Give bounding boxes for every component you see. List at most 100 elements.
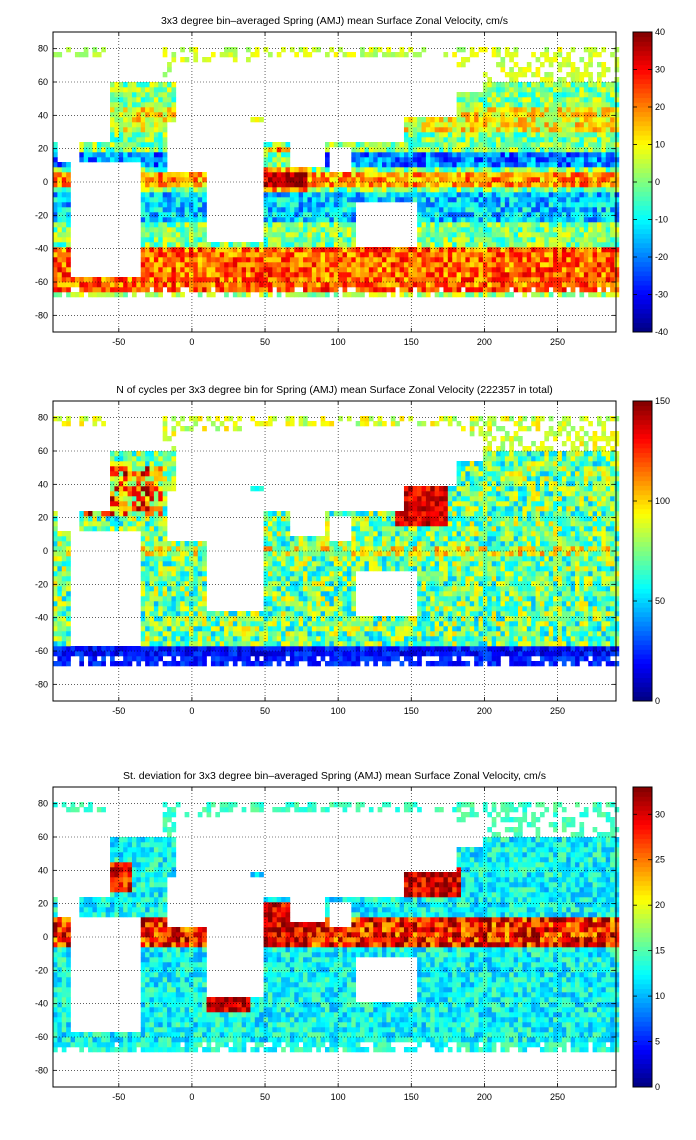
heatmap-cell bbox=[254, 242, 260, 248]
heatmap-cell bbox=[544, 142, 550, 148]
heatmap-cell bbox=[88, 651, 93, 657]
heatmap-cell bbox=[465, 182, 471, 188]
heatmap-cell bbox=[351, 282, 357, 288]
heatmap-cell bbox=[447, 157, 453, 163]
heatmap-cell bbox=[193, 272, 199, 278]
heatmap-cell bbox=[447, 247, 453, 253]
heatmap-cell bbox=[544, 287, 550, 293]
heatmap-cell bbox=[447, 282, 453, 288]
heatmap-cell bbox=[539, 52, 545, 58]
heatmap-cell bbox=[114, 112, 120, 118]
heatmap-cell bbox=[500, 247, 506, 253]
heatmap-cell bbox=[395, 192, 400, 198]
heatmap-cell bbox=[167, 247, 172, 253]
heatmap-cell bbox=[456, 252, 462, 258]
heatmap-cell bbox=[360, 167, 365, 173]
heatmap-cell bbox=[162, 197, 168, 203]
heatmap-cell bbox=[522, 292, 528, 298]
heatmap-cell bbox=[162, 117, 168, 123]
heatmap-cell bbox=[614, 112, 620, 118]
heatmap-cell bbox=[180, 571, 185, 577]
heatmap-cell bbox=[167, 636, 172, 642]
heatmap-cell bbox=[311, 212, 317, 218]
heatmap-cell bbox=[131, 506, 137, 512]
heatmap-cell bbox=[531, 97, 536, 103]
heatmap-cell bbox=[364, 247, 370, 253]
heatmap-cell bbox=[197, 282, 203, 288]
heatmap-cell bbox=[83, 651, 89, 657]
heatmap-cell bbox=[601, 287, 607, 293]
heatmap-cell bbox=[575, 267, 580, 273]
heatmap-cell bbox=[452, 227, 457, 233]
heatmap-cell bbox=[395, 147, 400, 153]
heatmap-cell bbox=[189, 192, 194, 198]
heatmap-cell bbox=[399, 192, 405, 198]
heatmap-cell bbox=[412, 117, 418, 123]
heatmap-cell bbox=[329, 287, 335, 293]
heatmap-cell bbox=[303, 242, 308, 248]
heatmap-cell bbox=[66, 227, 71, 233]
heatmap-cell bbox=[202, 636, 207, 642]
heatmap-cell bbox=[145, 526, 150, 532]
heatmap-cell bbox=[320, 197, 326, 203]
heatmap-cell bbox=[509, 212, 514, 218]
heatmap-cell bbox=[61, 606, 67, 612]
heatmap-cell bbox=[417, 172, 422, 178]
heatmap-cell bbox=[447, 167, 453, 173]
heatmap-cell bbox=[500, 257, 506, 263]
heatmap-cell bbox=[96, 661, 102, 667]
heatmap-cell bbox=[496, 257, 501, 263]
heatmap-cell bbox=[307, 217, 313, 223]
heatmap-cell bbox=[342, 227, 348, 233]
heatmap-cell bbox=[311, 272, 317, 278]
heatmap-cell bbox=[118, 511, 124, 517]
heatmap-cell bbox=[123, 486, 128, 492]
heatmap-cell bbox=[158, 242, 163, 248]
heatmap-cell bbox=[561, 187, 567, 193]
heatmap-cell bbox=[504, 87, 510, 93]
heatmap-cell bbox=[500, 132, 506, 138]
colorbar-tick-label: -10 bbox=[655, 215, 668, 225]
heatmap-cell bbox=[338, 192, 343, 198]
heatmap-cell bbox=[487, 167, 492, 173]
heatmap-cell bbox=[66, 656, 71, 662]
heatmap-cell bbox=[136, 656, 142, 662]
heatmap-cell bbox=[149, 162, 155, 168]
heatmap-cell bbox=[596, 142, 602, 148]
heatmap-cell bbox=[276, 247, 282, 253]
heatmap-cell bbox=[596, 167, 602, 173]
heatmap-cell bbox=[149, 222, 155, 228]
heatmap-cell bbox=[307, 187, 313, 193]
heatmap-cell bbox=[351, 267, 357, 273]
heatmap-cell bbox=[202, 197, 207, 203]
heatmap-cell bbox=[443, 192, 449, 198]
heatmap-cell bbox=[434, 197, 440, 203]
heatmap-cell bbox=[373, 157, 378, 163]
heatmap-cell bbox=[136, 491, 142, 497]
heatmap-cell bbox=[114, 661, 120, 667]
heatmap-cell bbox=[456, 147, 462, 153]
heatmap-cell bbox=[601, 177, 607, 183]
heatmap-cell bbox=[531, 282, 536, 288]
heatmap-cell bbox=[219, 656, 225, 662]
heatmap-cell bbox=[605, 122, 611, 128]
heatmap-cell bbox=[167, 97, 172, 103]
heatmap-cell bbox=[544, 272, 550, 278]
heatmap-cell bbox=[487, 112, 492, 118]
heatmap-cell bbox=[513, 267, 519, 273]
heatmap-cell bbox=[307, 192, 313, 198]
heatmap-cell bbox=[518, 197, 523, 203]
heatmap-cell bbox=[118, 87, 124, 93]
heatmap-cell bbox=[460, 122, 466, 128]
heatmap-cell bbox=[53, 651, 58, 657]
heatmap-cell bbox=[482, 207, 488, 213]
heatmap-cell bbox=[430, 182, 435, 188]
heatmap-cell bbox=[583, 132, 589, 138]
heatmap-cell bbox=[425, 262, 431, 268]
heatmap-cell bbox=[289, 277, 295, 283]
heatmap-cell bbox=[553, 142, 558, 148]
heatmap-cell bbox=[101, 292, 106, 298]
heatmap-cell bbox=[149, 272, 155, 278]
heatmap-cell bbox=[298, 227, 304, 233]
